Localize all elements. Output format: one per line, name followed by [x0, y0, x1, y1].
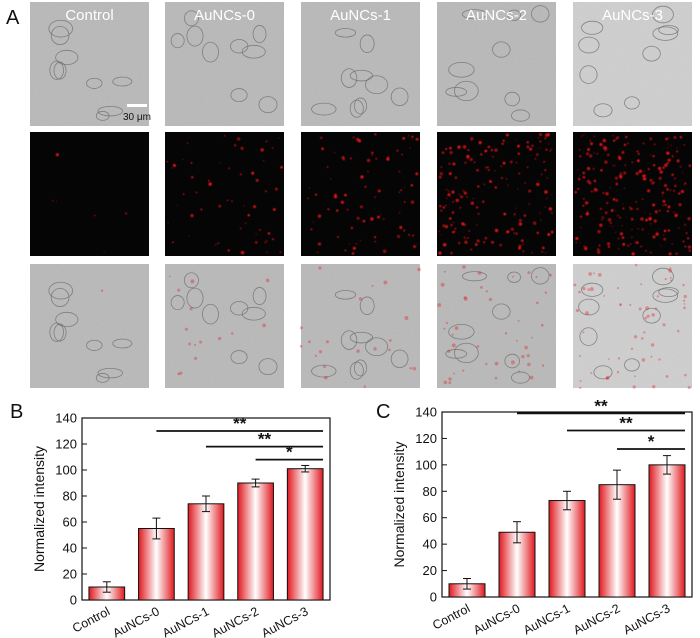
- y-tick-label: 100: [55, 463, 77, 478]
- y-tick-label: 0: [430, 590, 437, 605]
- chart-c: 0 20 40 60 80 100 120 140 Normalized intensity Co…: [391, 396, 693, 637]
- x-tick-label-auncs-0: AuNCs-0: [471, 601, 522, 637]
- bar-auncs-3: [648, 464, 686, 598]
- y-tick-label: 140: [415, 405, 437, 420]
- error-bar-control: [102, 581, 111, 593]
- y-tick-label: 0: [70, 593, 77, 608]
- x-tick-label-auncs-2: AuNCs-2: [571, 601, 622, 637]
- bar-auncs-0: [138, 528, 175, 601]
- x-tick-label-control: Control: [70, 604, 112, 635]
- y-tick-label: 60: [63, 515, 77, 530]
- scale-bar-label: 30 μm: [123, 112, 151, 123]
- group-label-auncs-3: AuNCs-3: [602, 7, 663, 24]
- significance-label: *: [648, 432, 655, 451]
- y-tick-label: 40: [63, 541, 77, 556]
- micrograph-brightfield-auncs-2: AuNCs-2: [437, 2, 556, 126]
- significance-label: **: [594, 396, 608, 415]
- significance-bar-1: **: [156, 414, 324, 433]
- error-bar-auncs-1: [563, 490, 571, 511]
- error-bar-auncs-3: [301, 464, 310, 473]
- micrograph-fluorescence-auncs-1: [301, 132, 420, 256]
- group-label-auncs-1: AuNCs-1: [330, 7, 391, 24]
- micrograph-merge-auncs-1: [299, 264, 421, 388]
- x-tick-label-control: Control: [430, 601, 472, 632]
- significance-label: *: [286, 443, 293, 462]
- micrograph-merge-auncs-0: [165, 264, 284, 388]
- y-tick-label: 20: [423, 563, 437, 578]
- y-tick-label: 20: [63, 567, 77, 582]
- y-tick-label: 140: [55, 411, 77, 426]
- error-bar-auncs-2: [251, 478, 260, 488]
- micrograph-fluorescence-auncs-2: [437, 132, 556, 256]
- y-tick-label: 100: [415, 457, 437, 472]
- significance-bar-2: **: [567, 414, 685, 433]
- x-tick-label-auncs-3: AuNCs-3: [259, 604, 310, 638]
- micrograph-fluorescence-control: [30, 132, 149, 256]
- significance-bar-1: **: [517, 396, 685, 415]
- x-tick-label-auncs-1: AuNCs-1: [160, 604, 211, 638]
- error-bar-auncs-1: [202, 495, 210, 513]
- significance-label: **: [258, 430, 272, 449]
- micrograph-fluorescence-auncs-0: [165, 132, 284, 256]
- significance-bar-2: **: [206, 430, 324, 449]
- panel-letter-c: C: [376, 401, 390, 423]
- micrograph-brightfield-control: Control 30 μm: [30, 2, 151, 126]
- group-label-auncs-2: AuNCs-2: [466, 7, 527, 24]
- y-tick-label: 80: [63, 489, 77, 504]
- panel-letter-b: B: [10, 401, 23, 423]
- panel-letter-a: A: [6, 7, 20, 29]
- bar-auncs-1: [548, 500, 586, 598]
- bar-auncs-2: [237, 482, 274, 601]
- x-tick-label-auncs-2: AuNCs-2: [210, 604, 261, 638]
- error-bar-auncs-0: [152, 517, 161, 540]
- bar-auncs-2: [598, 484, 636, 598]
- error-bar-control: [463, 578, 471, 590]
- y-tick-label: 60: [423, 510, 437, 525]
- scale-bar: [127, 104, 147, 107]
- y-tick-label: 80: [423, 484, 437, 499]
- x-tick-label-auncs-1: AuNCs-1: [521, 601, 572, 637]
- error-bar-auncs-3: [663, 455, 671, 475]
- micrograph-merge-control: [30, 264, 149, 388]
- micrograph-merge-auncs-2: [437, 264, 556, 388]
- micrograph-brightfield-auncs-3: AuNCs-3: [573, 2, 692, 126]
- y-axis-label: Normalized intensity: [31, 446, 47, 572]
- micrograph-grid: Control 30 μm AuNCs-0 AuNCs-1 AuNCs-2 AuNCs-3: [30, 2, 692, 390]
- error-bar-auncs-2: [613, 469, 621, 500]
- significance-bar-3: *: [255, 443, 324, 462]
- bar-auncs-1: [187, 503, 225, 601]
- micrograph-merge-auncs-3: [573, 263, 692, 390]
- group-label-control: Control: [65, 7, 113, 24]
- y-tick-label: 120: [55, 437, 77, 452]
- micrograph-brightfield-auncs-0: AuNCs-0: [165, 2, 284, 126]
- significance-label: **: [619, 414, 633, 433]
- bar-auncs-3: [286, 468, 324, 601]
- micrograph-fluorescence-auncs-3: [573, 132, 692, 256]
- micrograph-brightfield-auncs-1: AuNCs-1: [301, 2, 420, 126]
- x-tick-label-auncs-3: AuNCs-3: [621, 601, 672, 637]
- significance-label: **: [233, 414, 247, 433]
- error-bar-auncs-0: [513, 521, 521, 544]
- significance-bar-3: *: [617, 432, 685, 451]
- y-tick-label: 40: [423, 537, 437, 552]
- y-tick-label: 120: [415, 431, 437, 446]
- x-tick-label-auncs-0: AuNCs-0: [110, 604, 161, 638]
- chart-b: 0 20 40 60 80 100 120 140 Normalized intensity Co…: [31, 411, 331, 638]
- group-label-auncs-0: AuNCs-0: [194, 7, 255, 24]
- y-axis-label: Normalized intensity: [391, 441, 407, 567]
